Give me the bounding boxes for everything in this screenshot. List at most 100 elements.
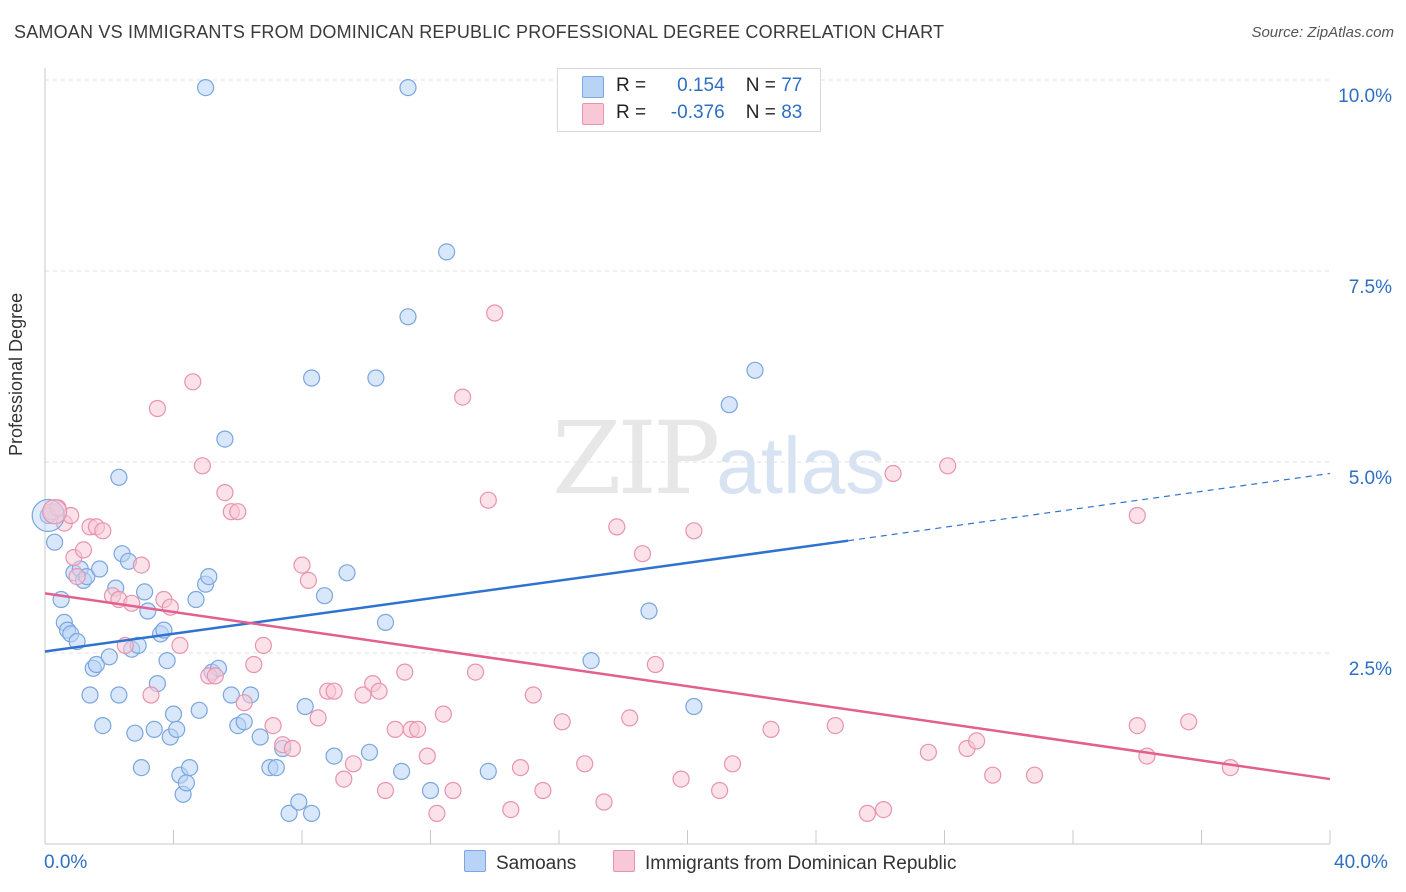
samoan-point: [438, 243, 456, 261]
samoan-point: [235, 713, 253, 731]
samoan-point: [376, 613, 395, 632]
dominican-point: [264, 716, 282, 735]
dominican-point: [309, 709, 327, 727]
bottom-legend-samoans[interactable]: Samoans: [464, 850, 576, 875]
samoan-point: [338, 564, 356, 582]
samoan-point: [399, 308, 417, 326]
dominican-point: [511, 758, 530, 777]
dominican-point: [1128, 506, 1146, 525]
dominican-point: [193, 457, 211, 475]
dominican-point: [354, 686, 372, 704]
dominican-point: [884, 464, 902, 483]
samoan-point: [360, 743, 379, 761]
dominican-point: [132, 556, 150, 574]
samoan-point: [303, 369, 321, 387]
samoan-point: [110, 686, 128, 704]
dominican-point: [984, 766, 1002, 784]
dominican-point: [595, 793, 613, 811]
samoan-point: [168, 720, 186, 739]
dominican-point: [486, 304, 504, 322]
samoan-point: [90, 560, 109, 578]
dominican-point: [1025, 766, 1044, 784]
y-tick-label-10: 10.0%: [1338, 86, 1392, 107]
dominican-point: [633, 545, 652, 563]
samoan-point: [200, 567, 218, 586]
dominican-point: [245, 655, 263, 674]
dominican-point: [123, 594, 141, 612]
dominican-point: [68, 567, 86, 586]
samoan-point: [640, 602, 658, 620]
samoan-point: [100, 648, 118, 666]
dominican-point: [466, 663, 485, 681]
samoan-point: [222, 686, 240, 704]
samoan-point: [746, 361, 764, 379]
dominican-point: [1138, 747, 1156, 765]
dominican-point: [184, 373, 202, 391]
dominican-point: [710, 781, 729, 800]
dominican-point: [553, 713, 571, 731]
dominican-point: [939, 457, 957, 475]
samoan-point: [267, 758, 285, 777]
dominican-point: [967, 732, 986, 750]
dominican-point: [344, 755, 362, 773]
samoan-point: [280, 804, 298, 823]
dominican-point: [376, 781, 395, 800]
dominican-point: [42, 499, 68, 525]
bottom-legend-swatch-dominican: [613, 850, 635, 872]
legend-swatch-dominican: [582, 103, 604, 125]
dominican-point: [608, 518, 626, 536]
samoan-point: [325, 747, 343, 765]
watermark-atlas: atlas: [716, 421, 886, 510]
samoan-point: [158, 651, 176, 670]
source-note: Source: ZipAtlas.com: [1251, 24, 1394, 41]
y-tick-label-5: 5.0%: [1348, 468, 1392, 489]
samoan-point: [251, 728, 269, 746]
x-tick-label-max: 40.0%: [1334, 852, 1388, 873]
dominican-point: [418, 747, 436, 765]
samoan-point: [315, 587, 334, 605]
dominican-point: [502, 800, 520, 819]
dominican-point: [74, 541, 93, 559]
samoan-point: [216, 430, 234, 448]
dominican-point: [524, 686, 542, 704]
dominican-point: [254, 636, 272, 655]
samoan-point: [197, 78, 215, 97]
legend-swatch-samoans: [582, 76, 604, 98]
samoan-point: [720, 396, 738, 414]
samoan-point: [136, 583, 154, 601]
dominican-point: [434, 705, 452, 723]
samoan-point: [126, 724, 144, 742]
dominican-trend-line: [44, 592, 1331, 781]
legend-n-label: N =: [745, 75, 776, 96]
samoan-point: [290, 793, 308, 811]
legend-r-label: R =: [616, 102, 647, 123]
dominican-point: [1128, 716, 1146, 735]
dominican-point: [94, 522, 112, 540]
samoan-point: [81, 686, 99, 704]
samoan-point: [685, 697, 703, 716]
samoan-point: [479, 762, 497, 781]
samoan-point: [582, 651, 600, 670]
bottom-legend-dominican[interactable]: Immigrants from Dominican Republic: [613, 850, 957, 875]
dominican-point: [858, 804, 877, 823]
samoan-point: [177, 774, 195, 792]
y-tick-label-7-5: 7.5%: [1348, 277, 1392, 298]
samoan-point: [145, 720, 163, 739]
bottom-legend-label-samoans: Samoans: [496, 853, 577, 874]
samoan-point: [132, 758, 150, 777]
dominican-point: [534, 781, 552, 800]
samoan-point: [296, 697, 314, 716]
legend-r-label: R =: [616, 75, 647, 96]
dominican-point: [206, 667, 224, 685]
dominican-point: [216, 484, 234, 502]
bottom-legend-swatch-samoans: [464, 850, 486, 872]
legend-n-value-samoans: 77: [781, 75, 803, 96]
watermark: ZIPatlas: [552, 400, 885, 517]
x-tick-label-min: 0.0%: [44, 852, 88, 873]
dominican-point: [293, 556, 311, 574]
legend-n-value-dominican: 83: [781, 102, 803, 123]
dominican-point: [672, 770, 690, 788]
bottom-legend-label-dominican: Immigrants from Dominican Republic: [645, 853, 957, 874]
watermark-zip: ZIP: [552, 400, 720, 517]
dominican-point: [428, 804, 446, 823]
